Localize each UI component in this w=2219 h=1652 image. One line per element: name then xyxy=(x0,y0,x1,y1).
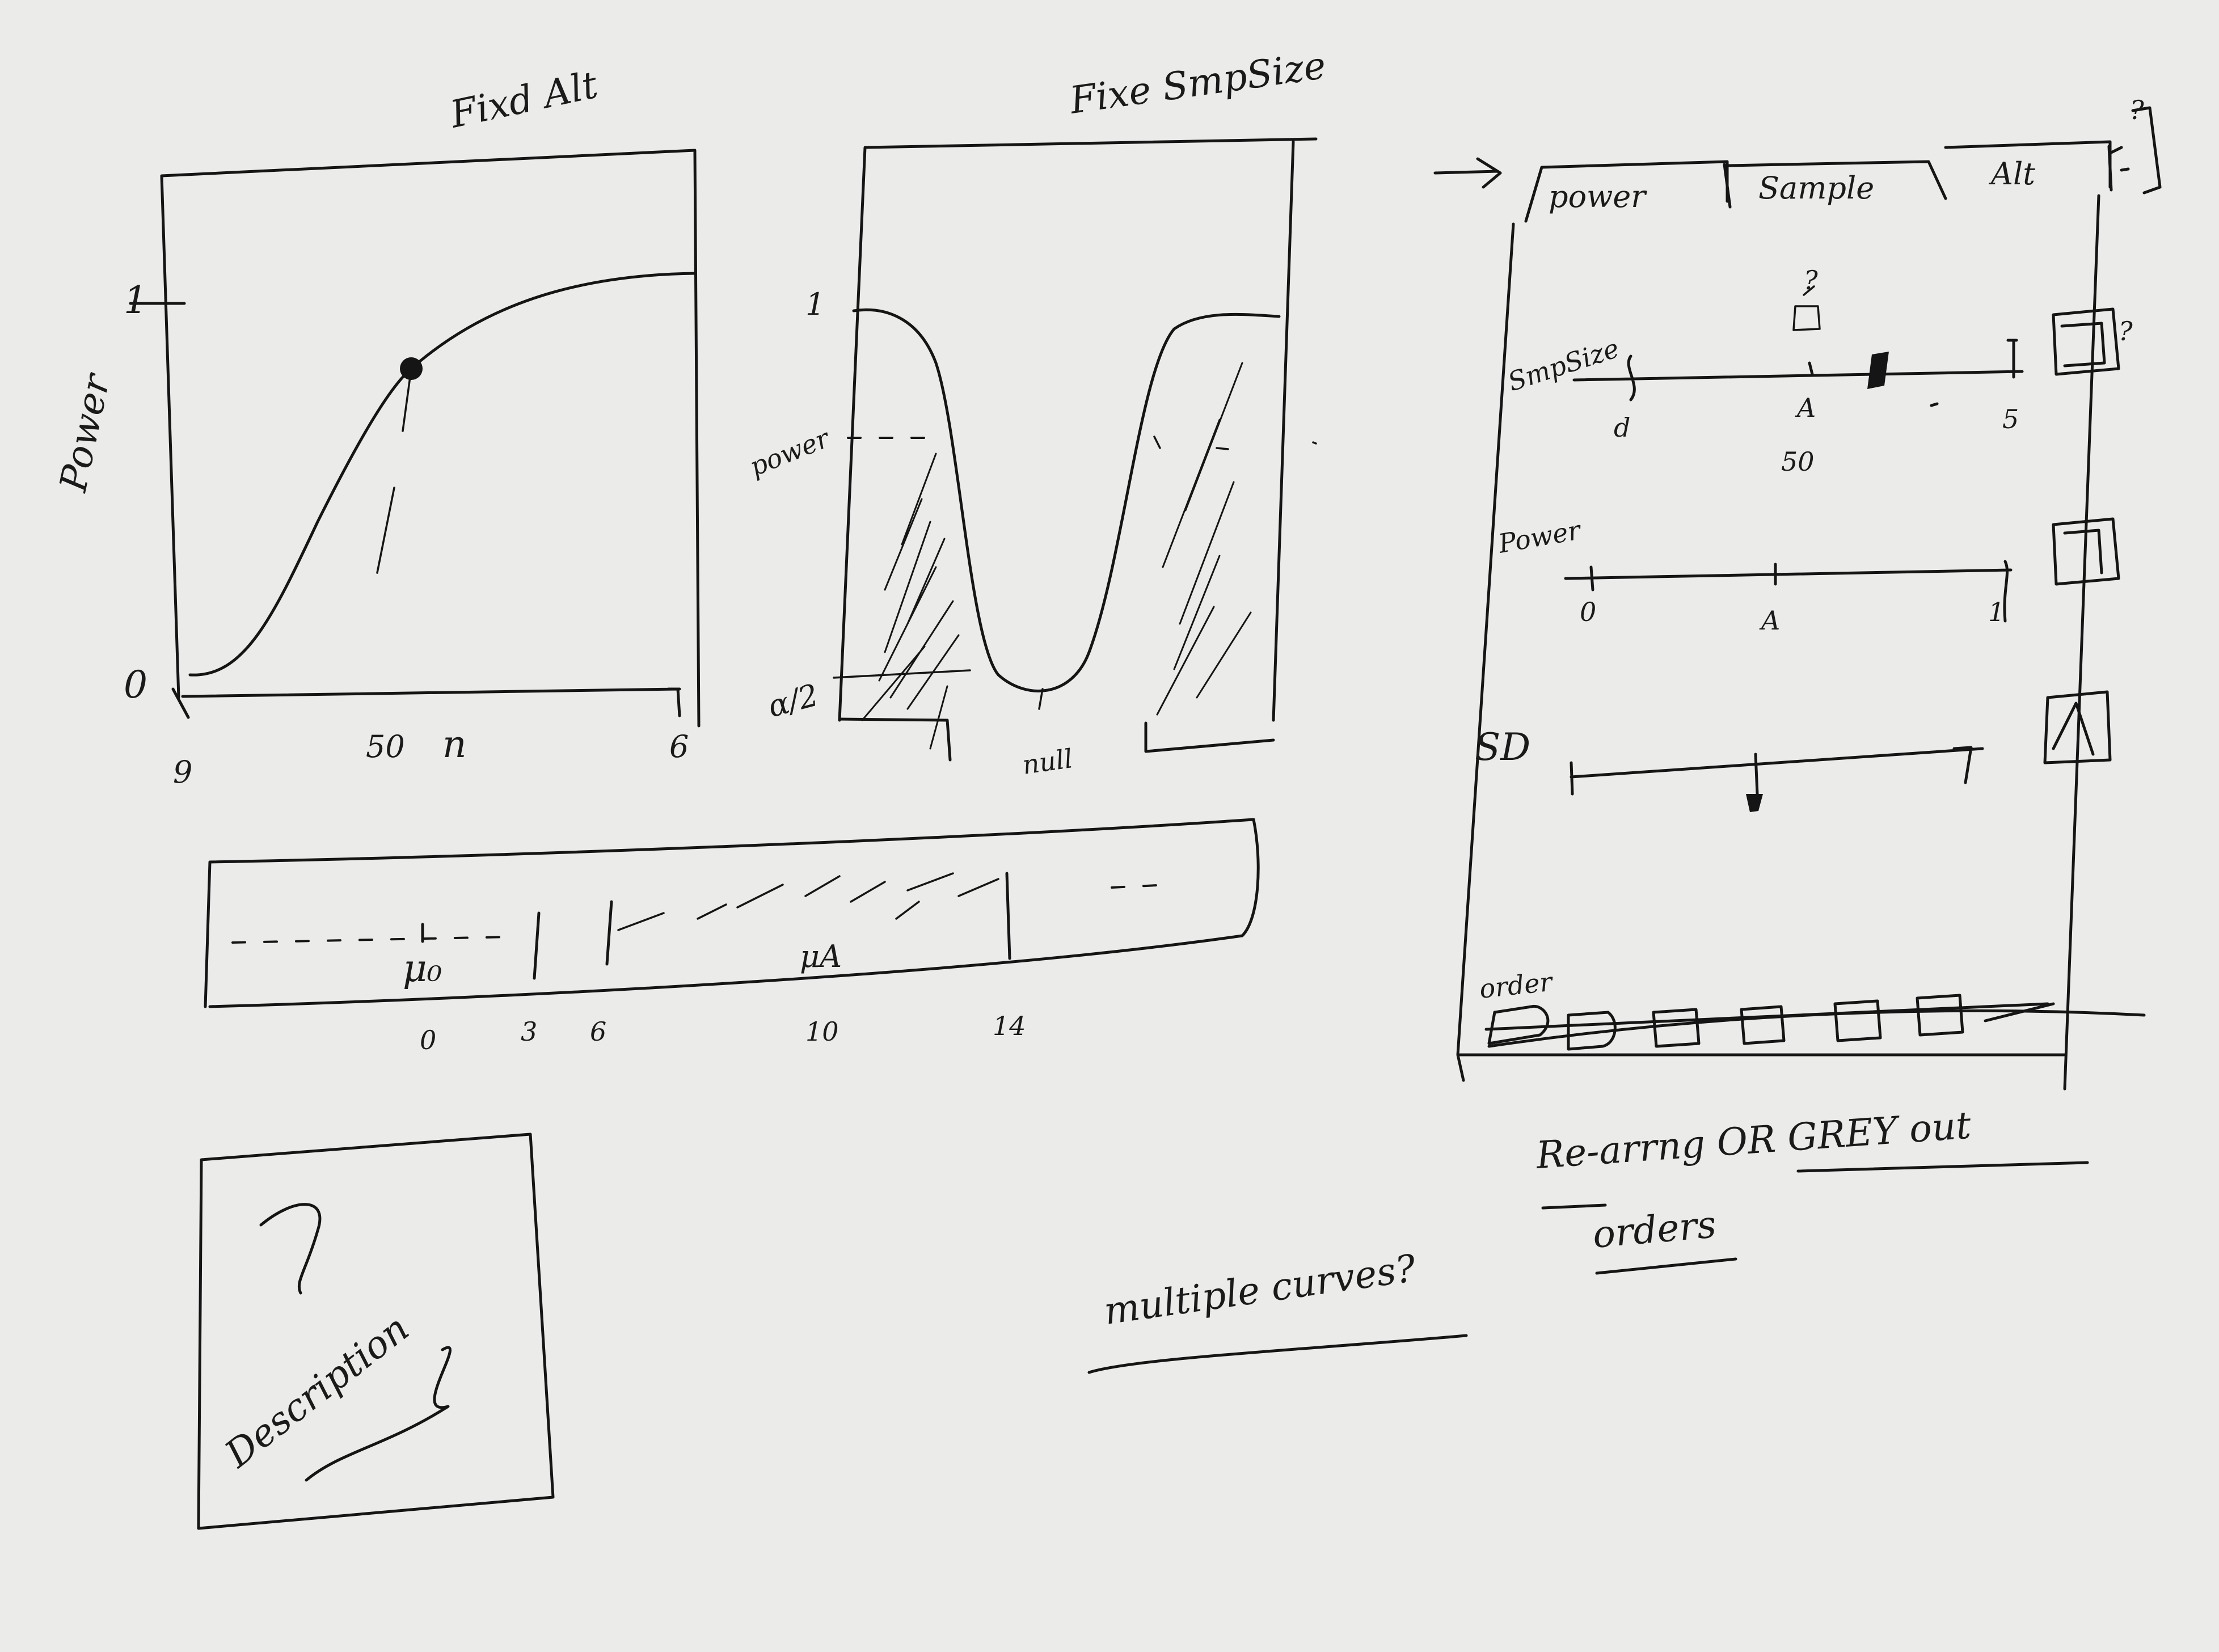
control-panel: power Sample Alt ? SmpSize d A 50 5 ? ? xyxy=(1433,95,2162,1091)
tab-power[interactable]: power xyxy=(1549,179,1647,214)
panel-corner-note: ? xyxy=(2130,95,2144,125)
power-plot-x-min-tick xyxy=(171,687,190,719)
power-plot-frame xyxy=(160,149,701,728)
sd-checkbox-box xyxy=(2043,690,2112,764)
description-box-frame xyxy=(197,1133,555,1530)
mu-zero-label: μ₀ xyxy=(403,947,442,990)
means-tick-0: 0 xyxy=(420,1025,436,1055)
tab-alt[interactable]: Alt xyxy=(1988,156,2035,192)
power-plot-y-top: 1 xyxy=(124,278,147,322)
notes: Re-arrng OR GREY out orders multiple cur… xyxy=(1087,1104,2089,1374)
description-box: Description xyxy=(197,1133,555,1530)
sd-lock-checkbox[interactable] xyxy=(2043,690,2112,764)
power-curve xyxy=(188,272,697,677)
sd-slider-label: SD xyxy=(1475,725,1530,769)
description-label: Description xyxy=(217,1306,417,1476)
power-vs-effect-plot: Fixe SmpSize 1 power α/2 null xyxy=(745,43,1328,780)
description-squiggle xyxy=(305,1346,452,1482)
sd-slider-track xyxy=(1570,746,1984,796)
panel-arrow xyxy=(1433,157,1502,189)
means-strip-dashes-right xyxy=(1111,884,1170,889)
order-label: order xyxy=(1478,966,1555,1004)
samplesize-label: SmpSize xyxy=(1504,333,1623,398)
power-curve-selected-point xyxy=(400,357,423,380)
power-plot-x-max: 6 xyxy=(669,729,689,764)
samplesize-marker-note: ? xyxy=(1804,265,1818,295)
power-slider-min: 0 xyxy=(1580,597,1596,627)
samplesize-max: 5 xyxy=(2002,404,2019,434)
note-order-underline xyxy=(1595,1257,1737,1275)
samplesize-min: d xyxy=(1614,412,1630,443)
note-rearrange-underline xyxy=(1541,1161,2089,1210)
power-plot-title: Fixd Alt xyxy=(446,63,601,137)
samplesize-slider[interactable] xyxy=(1572,285,2024,407)
power-plot-x-variable: n xyxy=(442,723,467,766)
power-plot-y-bottom: 0 xyxy=(124,663,147,707)
power-slider[interactable] xyxy=(1564,560,2013,623)
order-slot-boxes xyxy=(1487,994,1964,1051)
mu-a-label: μA xyxy=(800,939,842,974)
sample-plot-y-power: power xyxy=(745,422,835,482)
sample-plot-baseline xyxy=(838,717,1275,762)
samplesize-slider-thumb[interactable] xyxy=(1867,352,1889,389)
power-lock-checkbox[interactable] xyxy=(2052,517,2120,586)
samplesize-checkbox-box xyxy=(2052,307,2120,376)
note-multiple-underline xyxy=(1087,1334,1468,1374)
tab-sample-label: Sample xyxy=(1758,170,1874,206)
rejection-region-hatching xyxy=(861,362,1252,750)
sd-slider[interactable] xyxy=(1570,746,1984,812)
power-u-curve xyxy=(852,308,1281,692)
note-rearrange: Re-arrng OR GREY out xyxy=(1534,1104,1973,1177)
power-curve-dropline xyxy=(376,367,412,574)
means-strip-frame xyxy=(204,818,1260,1008)
means-strip-dashes-left xyxy=(231,936,512,944)
sample-plot-y-top: 1 xyxy=(805,286,825,322)
means-strip-ticks xyxy=(421,872,1011,980)
power-checkbox-box xyxy=(2052,517,2120,586)
power-slider-max: 1 xyxy=(1988,597,2005,627)
means-tick-3: 3 xyxy=(521,1016,537,1047)
samplesize-lock-checkbox[interactable] xyxy=(2052,307,2120,376)
power-slider-track xyxy=(1564,560,2013,623)
means-strip-hatch xyxy=(617,872,999,931)
note-multiple-curves: multiple curves? xyxy=(1102,1246,1419,1333)
panel-frame xyxy=(1456,194,2100,1091)
means-tick-14: 14 xyxy=(993,1011,1026,1041)
order-slots[interactable] xyxy=(1484,994,2146,1051)
sample-plot-frame xyxy=(838,137,1318,722)
power-vs-n-plot: Fixd Alt Power 1 0 9 50 n 6 xyxy=(51,63,701,790)
power-plot-x-min: 9 xyxy=(173,754,192,790)
panel-tab-strip xyxy=(1524,140,2113,223)
samplesize-marker-box xyxy=(1792,285,1821,331)
samplesize-slider-track xyxy=(1572,339,2024,407)
samplesize-mid: A xyxy=(1795,392,1816,423)
samplesize-checkbox-note: ? xyxy=(2119,316,2133,347)
means-strip: μ₀ μA 0 3 6 10 14 xyxy=(204,818,1260,1055)
note-order: orders xyxy=(1591,1202,1718,1257)
power-slider-label: Power xyxy=(1496,514,1584,559)
power-slider-mid: A xyxy=(1759,605,1780,636)
order-strikethrough xyxy=(1484,1002,2146,1048)
panel-corner-doodle xyxy=(2108,106,2162,195)
means-tick-6: 6 xyxy=(590,1016,606,1047)
samplesize-value: 50 xyxy=(1781,446,1815,477)
alpha-level-line xyxy=(833,669,1044,710)
sample-plot-x-label: null xyxy=(1020,743,1074,780)
tab-alt-label: Alt xyxy=(1988,156,2035,192)
tab-power-label: power xyxy=(1549,179,1647,214)
sample-plot-y-alpha: α/2 xyxy=(764,677,822,725)
description-question-mark xyxy=(259,1203,322,1295)
sample-plot-marks xyxy=(1153,436,1317,450)
sample-plot-title: Fixe SmpSize xyxy=(1067,43,1329,122)
power-plot-x-axis xyxy=(181,687,681,717)
tab-sample[interactable]: Sample xyxy=(1758,170,1874,206)
sd-slider-thumb[interactable] xyxy=(1746,794,1763,812)
power-plot-y-label: Power xyxy=(51,369,119,496)
means-tick-10: 10 xyxy=(805,1016,839,1047)
power-plot-x-mid: 50 xyxy=(366,729,405,764)
